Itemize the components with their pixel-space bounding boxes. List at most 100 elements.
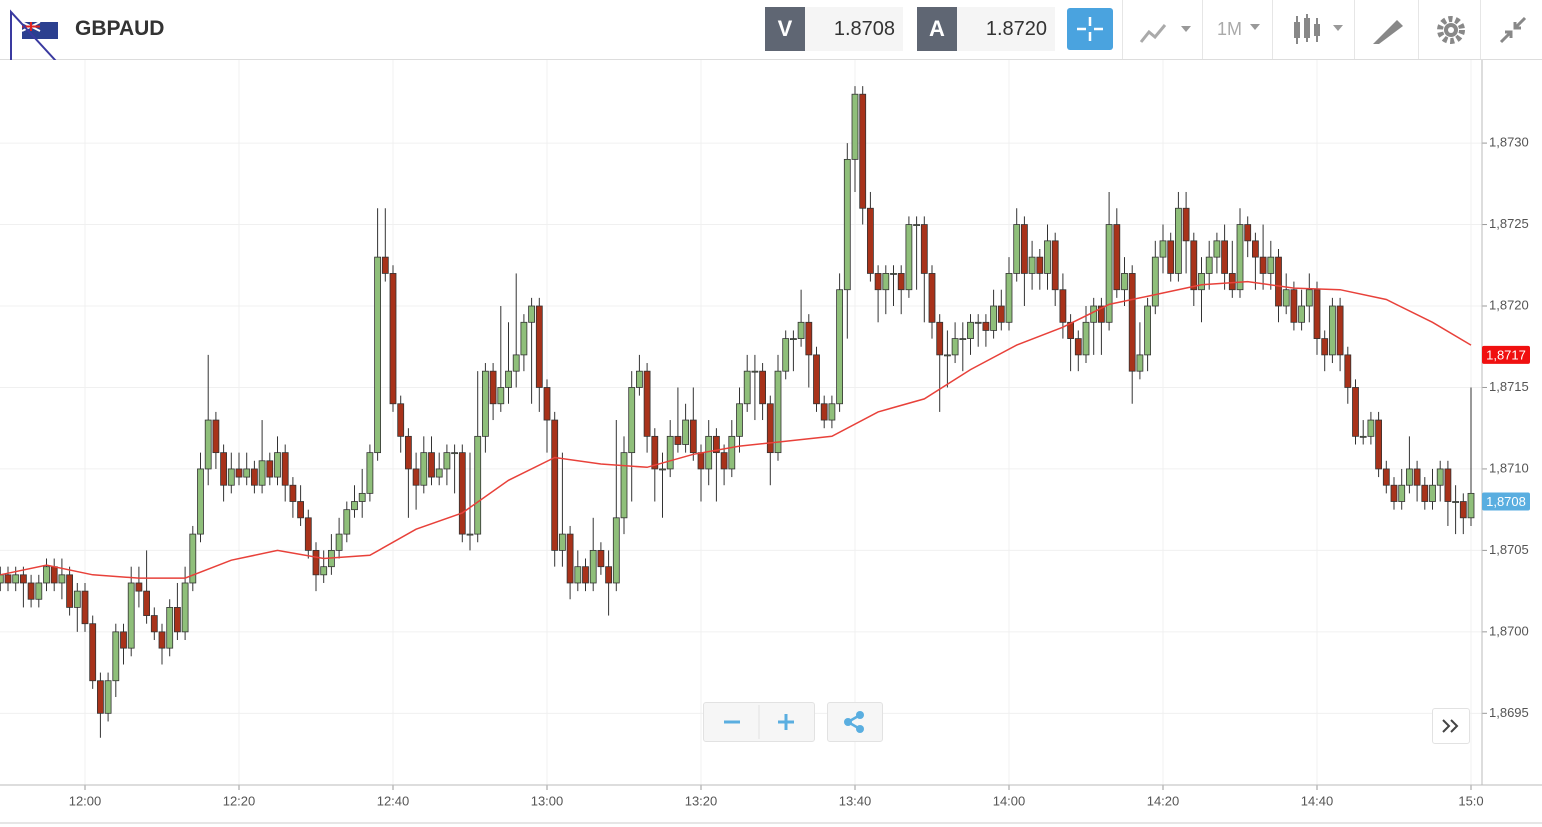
candle-body bbox=[481, 370, 489, 437]
candle-body bbox=[1205, 256, 1213, 274]
candle-body bbox=[1252, 240, 1259, 258]
candle-body bbox=[0, 574, 4, 584]
candle-body bbox=[651, 435, 659, 470]
candle-body bbox=[127, 582, 135, 649]
candle-body bbox=[974, 321, 982, 324]
settings-button[interactable] bbox=[1418, 0, 1481, 59]
candle-body bbox=[1198, 273, 1205, 291]
candle-body bbox=[404, 435, 412, 470]
y-tick-label: 1,8725 bbox=[1489, 216, 1529, 231]
candle-body bbox=[335, 533, 343, 551]
candle-button[interactable] bbox=[1272, 0, 1355, 59]
candle-body bbox=[243, 468, 251, 478]
collapse-button[interactable] bbox=[1480, 0, 1542, 59]
candle-body bbox=[397, 403, 405, 437]
candle-body bbox=[289, 484, 297, 502]
candle-body bbox=[497, 387, 505, 405]
candle-body bbox=[828, 403, 836, 421]
timeframe[interactable]: 1M bbox=[1217, 19, 1243, 39]
candle-body bbox=[859, 93, 867, 209]
y-tick-label: 1,8705 bbox=[1489, 542, 1529, 557]
candle-body bbox=[551, 419, 559, 551]
candle-body bbox=[204, 419, 212, 470]
crosshair-button[interactable] bbox=[1067, 8, 1113, 50]
buy-label[interactable]: A bbox=[917, 7, 957, 51]
candle-body bbox=[1282, 289, 1290, 307]
candle-body bbox=[458, 452, 466, 535]
buy-price[interactable]: 1.8720 bbox=[957, 7, 1055, 51]
scroll-right-button[interactable] bbox=[1432, 708, 1470, 744]
candle-body bbox=[220, 452, 228, 486]
candle-body bbox=[312, 549, 320, 576]
candle-body bbox=[1074, 338, 1082, 356]
candle-body bbox=[1329, 305, 1336, 356]
candle-body bbox=[566, 533, 574, 584]
candle-body bbox=[612, 517, 620, 584]
candle-body bbox=[212, 419, 220, 454]
x-tick-label: 13:40 bbox=[839, 793, 872, 808]
candle-body bbox=[920, 224, 928, 274]
candle-body bbox=[620, 452, 628, 519]
chart-type-button[interactable] bbox=[1122, 0, 1203, 59]
sell-price[interactable]: 1.8708 bbox=[805, 7, 903, 51]
candle-body bbox=[197, 468, 204, 535]
x-tick-label: 13:20 bbox=[685, 793, 718, 808]
candle-body bbox=[659, 468, 666, 471]
price-tag bbox=[1482, 345, 1530, 364]
candle-body bbox=[420, 452, 428, 486]
candle-body bbox=[720, 452, 728, 470]
candle-body bbox=[489, 370, 497, 405]
candle-body bbox=[1059, 289, 1067, 323]
candle-body bbox=[50, 566, 58, 584]
candle-body bbox=[836, 289, 843, 405]
candle-body bbox=[736, 403, 743, 437]
candle-body bbox=[1044, 240, 1051, 274]
candle-body bbox=[1113, 224, 1121, 291]
candle-body bbox=[1221, 240, 1228, 274]
candle-body bbox=[150, 615, 158, 633]
draw-button[interactable] bbox=[1354, 0, 1419, 59]
candle-body bbox=[173, 607, 181, 633]
candle-body bbox=[743, 370, 751, 405]
x-tick-label: 15:0 bbox=[1458, 793, 1483, 808]
share-button[interactable] bbox=[827, 702, 883, 742]
candle-body bbox=[451, 452, 459, 455]
y-tick-label: 1,8710 bbox=[1489, 460, 1529, 475]
candle-body bbox=[1459, 501, 1467, 519]
candle-body bbox=[520, 321, 528, 356]
candle-body bbox=[997, 305, 1005, 323]
sell-label[interactable]: V bbox=[765, 7, 805, 51]
candle-body bbox=[820, 403, 828, 421]
toolbar: GBPAUD V 1.8708 A 1.8720 1M bbox=[0, 0, 1542, 73]
candle-body bbox=[112, 631, 120, 682]
candle-body bbox=[266, 460, 274, 478]
candle-body bbox=[143, 590, 151, 616]
candle-body bbox=[166, 607, 174, 649]
candle-body bbox=[1305, 289, 1313, 307]
candle-body bbox=[1167, 240, 1175, 274]
candle-body bbox=[381, 256, 389, 274]
candle-body bbox=[1367, 419, 1375, 437]
y-tick-label: 1,8715 bbox=[1489, 379, 1529, 394]
candle-body bbox=[1336, 305, 1344, 356]
candle-body bbox=[1244, 224, 1252, 242]
candle-body bbox=[759, 370, 766, 405]
candle-body bbox=[389, 273, 397, 405]
timeframe-button[interactable]: 1M bbox=[1202, 0, 1273, 59]
candle-body bbox=[897, 273, 905, 291]
candle-body bbox=[643, 370, 651, 437]
candle-body bbox=[543, 387, 551, 421]
candle-body bbox=[250, 468, 258, 486]
candle-body bbox=[1413, 468, 1421, 486]
candle-body bbox=[851, 93, 859, 160]
candle-body bbox=[474, 435, 482, 535]
candle-body bbox=[1267, 256, 1275, 274]
candle-body bbox=[1452, 501, 1459, 503]
candle-body bbox=[1036, 256, 1044, 274]
candle-body bbox=[797, 321, 805, 339]
x-tick-label: 14:00 bbox=[993, 793, 1026, 808]
candle-body bbox=[4, 574, 12, 584]
candle-body bbox=[97, 680, 104, 714]
candle-body bbox=[636, 370, 643, 388]
